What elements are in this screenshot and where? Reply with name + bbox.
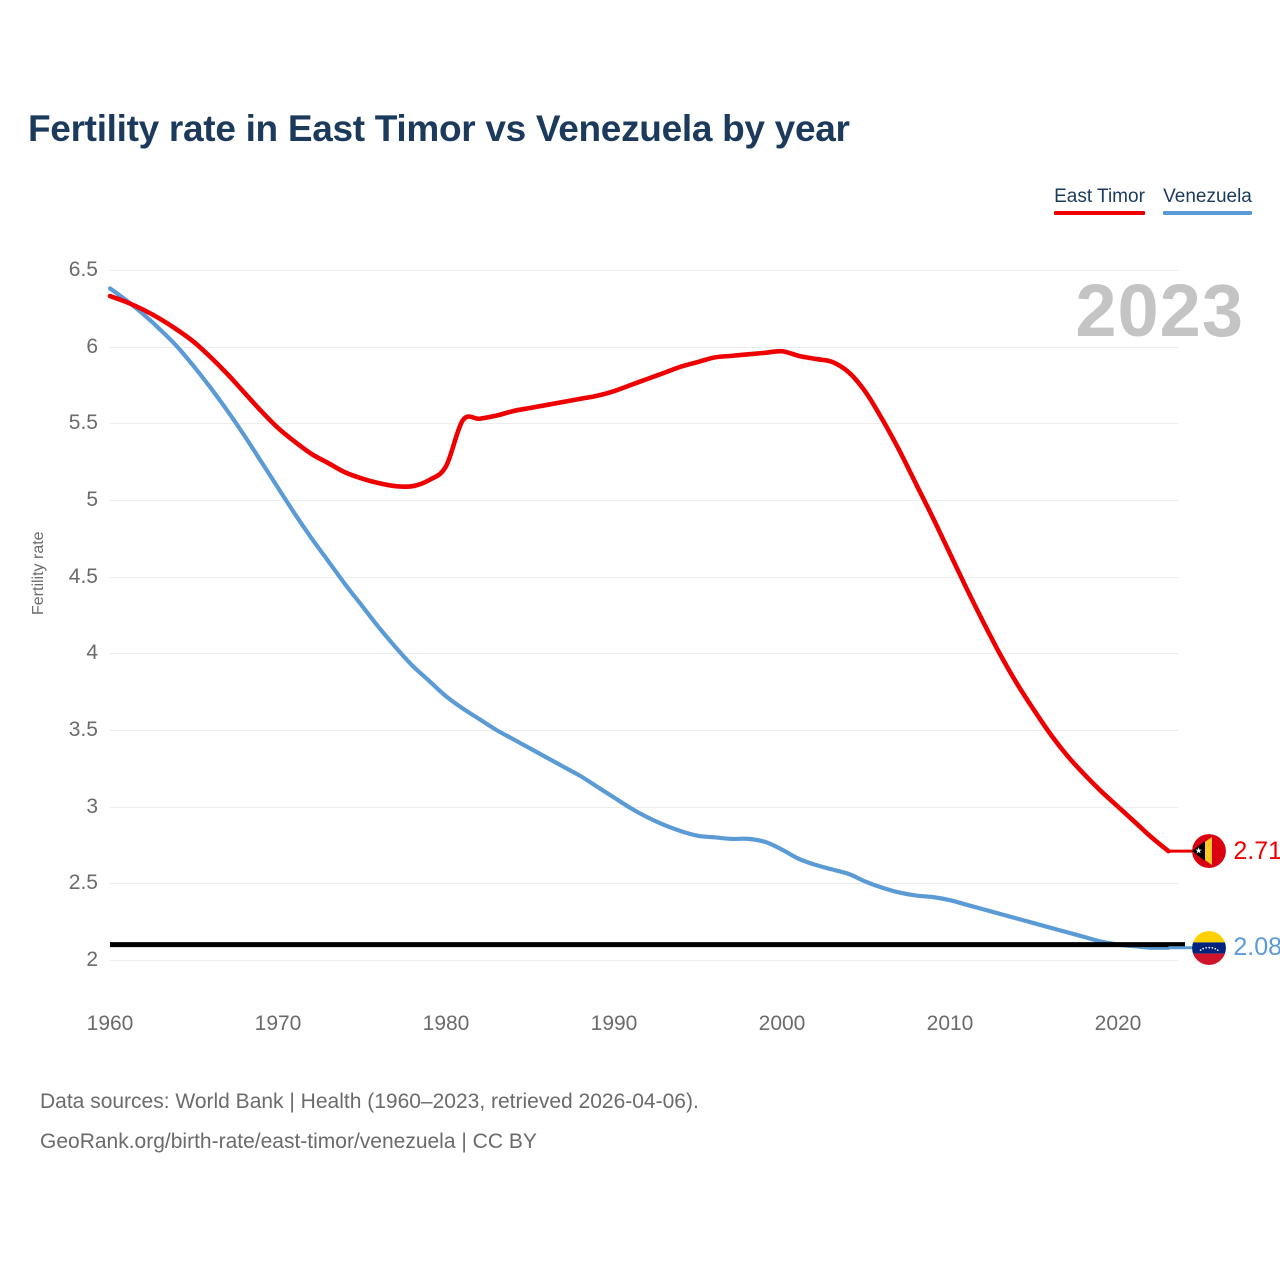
end-label-east-timor[interactable]: 2.71 — [1192, 834, 1280, 869]
footer-data-sources: Data sources: World Bank | Health (1960–… — [40, 1090, 699, 1113]
gridline — [110, 500, 1178, 501]
page-title: Fertility rate in East Timor vs Venezuel… — [28, 108, 850, 149]
x-tick-label: 2020 — [1094, 1012, 1142, 1035]
x-tick-label: 2000 — [758, 1012, 806, 1035]
legend-swatch-east-timor — [1054, 211, 1145, 215]
east-timor-flag-icon — [1192, 834, 1227, 869]
y-tick-label: 3 — [86, 794, 98, 818]
x-tick-label: 1980 — [422, 1012, 470, 1035]
chart-legend: East Timor Venezuela — [1054, 186, 1252, 215]
y-tick-label: 2 — [86, 948, 98, 971]
gridline — [110, 653, 1178, 655]
x-tick-label: 1990 — [590, 1012, 638, 1035]
x-tick-label: 1960 — [86, 1012, 134, 1035]
end-value-east-timor: 2.71 — [1233, 836, 1280, 865]
gridline — [110, 960, 1178, 961]
legend-label-east-timor: East Timor — [1054, 186, 1145, 207]
end-label-venezuela[interactable]: 2.08 — [1192, 930, 1280, 965]
end-value-venezuela: 2.08 — [1233, 933, 1280, 962]
x-tick-label: 1970 — [254, 1012, 302, 1035]
y-tick-label: 6 — [86, 334, 98, 358]
venezuela-flag-icon — [1192, 930, 1227, 965]
y-tick-label: 6.5 — [68, 258, 98, 281]
gridline — [110, 270, 1178, 271]
plot-area — [110, 270, 1178, 961]
gridline — [110, 730, 1178, 731]
footer-attribution: GeoRank.org/birth-rate/east-timor/venezu… — [40, 1130, 537, 1153]
y-tick-label: 5.5 — [68, 411, 98, 435]
y-tick-label: 5 — [86, 488, 98, 511]
gridline — [110, 346, 1178, 348]
legend-item-east-timor[interactable]: East Timor — [1054, 186, 1145, 215]
gridline — [110, 423, 1178, 425]
y-tick-label: 4 — [86, 641, 98, 665]
gridline — [110, 576, 1178, 578]
y-tick-label: 3.5 — [68, 718, 98, 741]
y-tick-label: 4.5 — [68, 564, 98, 588]
x-tick-label: 2010 — [926, 1012, 974, 1035]
y-tick-label: 2.5 — [68, 871, 98, 895]
gridline — [110, 883, 1178, 885]
footer: Data sources: World Bank | Health (1960–… — [40, 1082, 699, 1162]
gridline — [110, 806, 1178, 808]
legend-item-venezuela[interactable]: Venezuela — [1163, 186, 1252, 215]
legend-swatch-venezuela — [1163, 211, 1252, 215]
legend-label-venezuela: Venezuela — [1163, 186, 1252, 207]
